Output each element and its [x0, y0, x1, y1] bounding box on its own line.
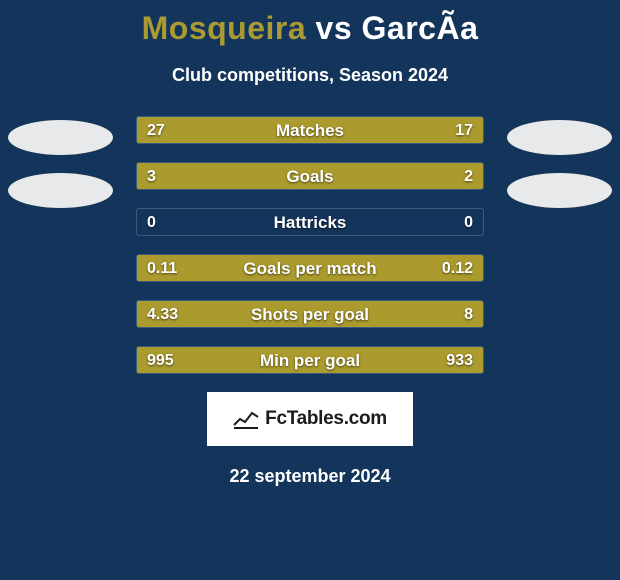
stat-row-shots-per-goal: 4.33 Shots per goal 8: [136, 300, 484, 328]
player2-name: GarcÃ­a: [362, 10, 479, 46]
stat-row-hattricks: 0 Hattricks 0: [136, 208, 484, 236]
value-right: 17: [455, 117, 473, 144]
metric-label: Min per goal: [137, 347, 483, 374]
vs-text: vs: [316, 10, 353, 46]
metric-label: Goals per match: [137, 255, 483, 282]
metric-label: Hattricks: [137, 209, 483, 236]
metric-label: Goals: [137, 163, 483, 190]
metric-label: Matches: [137, 117, 483, 144]
value-right: 0.12: [442, 255, 473, 282]
fctables-logo: FcTables.com: [207, 392, 413, 446]
value-right: 8: [464, 301, 473, 328]
date-label: 22 september 2024: [0, 466, 620, 487]
stat-row-goals: 3 Goals 2: [136, 162, 484, 190]
stat-row-matches: 27 Matches 17: [136, 116, 484, 144]
subtitle: Club competitions, Season 2024: [0, 65, 620, 86]
stat-row-min-per-goal: 995 Min per goal 933: [136, 346, 484, 374]
logo-text: FcTables.com: [265, 408, 387, 430]
stat-row-goals-per-match: 0.11 Goals per match 0.12: [136, 254, 484, 282]
value-right: 0: [464, 209, 473, 236]
metric-label: Shots per goal: [137, 301, 483, 328]
value-right: 2: [464, 163, 473, 190]
chart-icon: [233, 409, 259, 429]
player1-name: Mosqueira: [142, 10, 307, 46]
stats-chart: 27 Matches 17 3 Goals 2 0 Hattricks 0 0.…: [0, 116, 620, 374]
value-right: 933: [446, 347, 473, 374]
comparison-title: Mosqueira vs GarcÃ­a: [0, 0, 620, 47]
